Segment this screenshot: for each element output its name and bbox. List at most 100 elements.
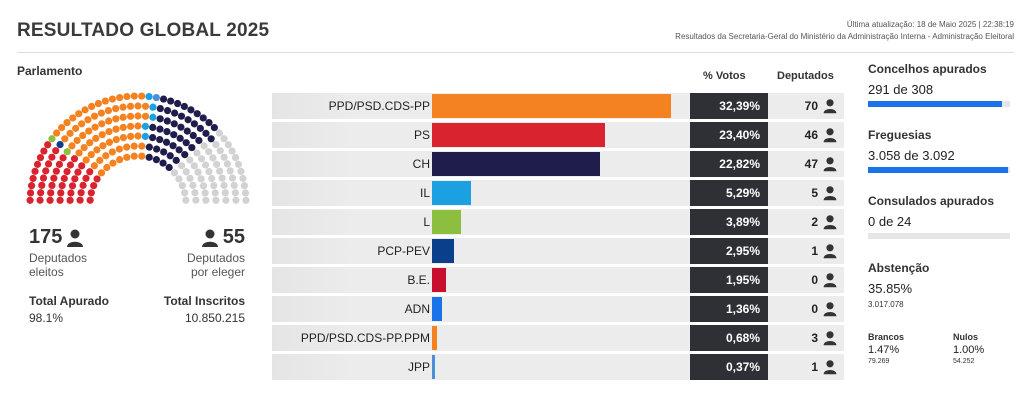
seat-dot <box>174 99 182 108</box>
seat-dot <box>115 145 123 153</box>
seat-dot <box>80 143 88 152</box>
seat-dot <box>178 162 186 170</box>
seat-dot <box>163 127 171 136</box>
page-header: RESULTADO GLOBAL 2025 Última atualização… <box>0 0 1024 54</box>
person-icon <box>823 244 837 259</box>
seat-dot <box>123 92 131 101</box>
seat-dot <box>240 182 249 190</box>
source-text: Resultados da Secretaria-Geral do Minist… <box>675 32 1014 41</box>
parishes-progress-bar <box>868 167 1010 173</box>
seat-dot <box>230 181 238 189</box>
vote-percentage: 3,89% <box>690 209 768 235</box>
seat-dot <box>86 196 94 204</box>
party-row[interactable]: B.E. 1,95% 0 <box>272 267 844 293</box>
seat-dot <box>145 143 153 151</box>
elected-label-line1: Deputados <box>29 251 88 265</box>
party-row[interactable]: PS 23,40% 46 <box>272 122 844 148</box>
seat-dot <box>48 135 56 143</box>
last-update-text: Última atualização: 18 de Maio 2025 | 22… <box>846 20 1014 29</box>
to-elect-block: 55 Deputados por eleger <box>187 226 245 279</box>
seat-dot <box>68 142 76 150</box>
person-icon <box>823 215 837 230</box>
party-row[interactable]: CH 22,82% 47 <box>272 151 844 177</box>
seat-dot <box>56 196 64 204</box>
seat-dot <box>96 156 104 164</box>
seat-dot <box>189 131 197 140</box>
seats-cell: 47 <box>768 151 844 177</box>
seat-dot <box>90 112 99 120</box>
seat-dot <box>156 115 164 123</box>
seat-dot <box>177 112 186 120</box>
abstention-stat: Abstenção 35.85% 3.017.078 <box>868 261 1010 309</box>
seat-dot <box>27 182 36 190</box>
seat-dot <box>160 148 168 156</box>
seat-dot <box>93 146 101 154</box>
seat-dot <box>192 196 200 204</box>
seats-count: 1 <box>811 360 818 374</box>
seat-dot <box>105 138 114 146</box>
seat-dot <box>103 163 111 172</box>
seat-dot <box>98 131 106 139</box>
seat-dot <box>77 189 85 197</box>
party-row[interactable]: L 3,89% 2 <box>272 209 844 235</box>
total-counted-block: Total Apurado 98.1% <box>29 294 109 325</box>
seat-dot <box>123 153 131 161</box>
seat-dot <box>201 189 209 197</box>
seat-dot <box>182 168 190 176</box>
seat-dot <box>197 175 205 183</box>
seat-dot <box>119 123 127 132</box>
blank-count: 79.269 <box>868 358 890 365</box>
seat-dot <box>169 142 177 150</box>
seat-dot <box>226 167 234 175</box>
seats-count: 46 <box>804 128 818 142</box>
seat-dot <box>116 156 124 164</box>
to-elect-label-line1: Deputados <box>186 251 245 265</box>
vote-bar-track <box>432 93 690 119</box>
vote-bar-track <box>432 238 690 264</box>
seat-dot <box>141 132 149 140</box>
seat-dot <box>48 153 56 161</box>
party-name: PPD/PSD.CDS-PP <box>328 99 430 113</box>
party-row[interactable]: PPD/PSD.CDS-PP.PPM 0,68% 3 <box>272 325 844 351</box>
seat-dot <box>212 196 220 204</box>
vote-bar <box>432 123 605 147</box>
party-row[interactable]: JPP 0,37% 1 <box>272 354 844 380</box>
seat-dot <box>127 132 135 140</box>
abstention-label: Abstenção <box>868 261 930 275</box>
seat-dot <box>166 152 174 160</box>
seat-dot <box>112 125 120 133</box>
seat-dot <box>156 104 164 113</box>
vote-bar <box>432 152 601 176</box>
seat-dot <box>63 168 71 176</box>
seat-dot <box>134 122 142 130</box>
total-registered-value: 10.850.215 <box>184 311 245 325</box>
seat-dot <box>199 114 207 122</box>
votes-column-header: % Votos <box>703 70 746 82</box>
seat-dot <box>175 146 183 154</box>
seat-dot <box>90 162 98 170</box>
total-counted-value: 98.1% <box>29 311 64 325</box>
party-row[interactable]: ADN 1,36% 0 <box>272 296 844 322</box>
seats-cell: 2 <box>768 209 844 235</box>
parishes-stat: Freguesias 3.058 de 3.092 <box>868 128 1010 173</box>
parishes-value: 3.058 de 3.092 <box>868 148 955 163</box>
seat-dot <box>212 140 220 149</box>
seat-dot <box>119 103 127 111</box>
person-icon <box>823 128 837 143</box>
seats-count: 1 <box>811 244 818 258</box>
seat-dot <box>46 196 54 204</box>
seat-dot <box>70 155 79 163</box>
party-row[interactable]: PCP-PEV 2,95% 1 <box>272 238 844 264</box>
seats-cell: 1 <box>768 354 844 380</box>
seat-dot <box>182 196 190 204</box>
party-row[interactable]: PPD/PSD.CDS-PP 32,39% 70 <box>272 93 844 119</box>
party-row[interactable]: IL 5,29% 5 <box>272 180 844 206</box>
party-logo <box>272 296 352 322</box>
seat-dot <box>184 116 192 124</box>
seats-count: 3 <box>811 331 818 345</box>
seat-dot <box>76 196 84 204</box>
consulates-stat: Consulados apurados 0 de 24 <box>868 194 1010 239</box>
seat-dot <box>141 102 150 110</box>
seat-dot <box>102 152 110 160</box>
vote-percentage: 22,82% <box>690 151 768 177</box>
